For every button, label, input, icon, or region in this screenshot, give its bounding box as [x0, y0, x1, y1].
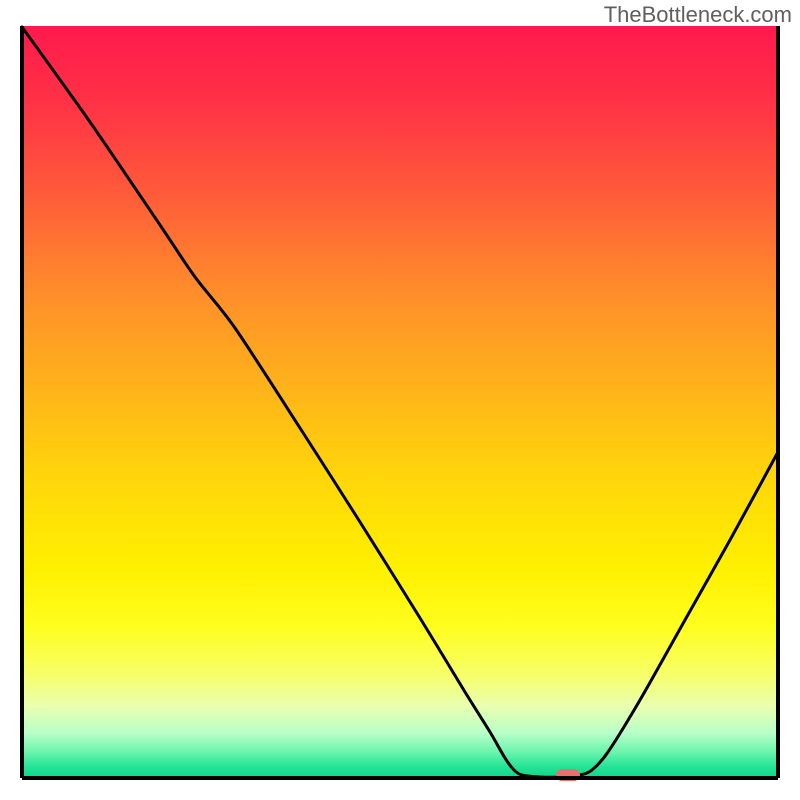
watermark-text: TheBottleneck.com	[604, 2, 792, 28]
chart-background	[22, 26, 778, 778]
bottleneck-chart-container	[0, 0, 800, 800]
bottleneck-chart-svg	[0, 0, 800, 800]
